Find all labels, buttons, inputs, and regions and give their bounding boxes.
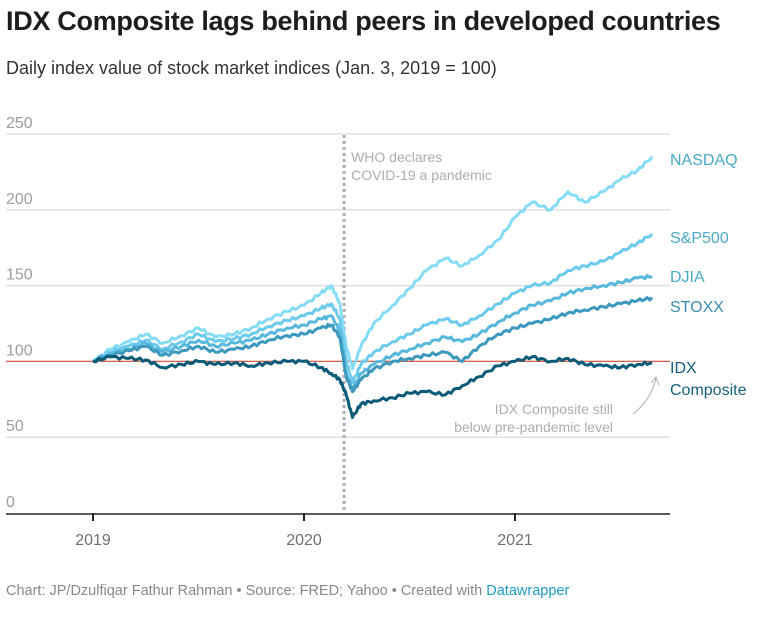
series-labels: NASDAQ S&P500 DJIA STOXX IDX Composite <box>670 152 747 399</box>
who-annotation: WHO declares COVID-19 a pandemic <box>351 149 492 183</box>
x-axis: 2019 2020 2021 <box>6 513 670 549</box>
idx-annotation: IDX Composite still below pre-pandemic le… <box>454 376 660 435</box>
y-tick-label: 100 <box>6 342 33 359</box>
x-tick-label: 2019 <box>75 532 111 549</box>
x-tick-label: 2021 <box>497 532 533 549</box>
y-axis-ticks: 0 50 100 150 200 250 <box>6 115 33 511</box>
chart-subtitle: Daily index value of stock market indice… <box>6 58 497 78</box>
series-label: NASDAQ <box>670 152 738 169</box>
who-annotation-text: WHO declares <box>351 149 442 165</box>
series-line-idx-composite <box>92 354 653 419</box>
series-line-djia <box>92 274 653 391</box>
series-line-stoxx <box>92 296 654 394</box>
y-tick-label: 150 <box>6 267 33 284</box>
y-tick-label: 0 <box>6 494 15 511</box>
footer-credit: Chart: JP/Dzulfiqar Fathur Rahman • Sour… <box>6 583 487 599</box>
chart-title: IDX Composite lags behind peers in devel… <box>6 6 721 36</box>
datawrapper-link[interactable]: Datawrapper <box>486 583 570 599</box>
annotation-arrow-icon <box>632 377 657 415</box>
x-tick-label: 2020 <box>286 532 322 549</box>
y-tick-label: 200 <box>6 191 33 208</box>
series-label: Composite <box>670 382 747 399</box>
series-label: S&P500 <box>670 230 729 247</box>
series-label: IDX <box>670 360 697 377</box>
y-tick-label: 250 <box>6 115 33 132</box>
annotation-arrowhead-icon <box>650 376 660 386</box>
series-line-nasdaq <box>92 155 654 371</box>
series-lines <box>92 155 654 419</box>
who-annotation-text: COVID-19 a pandemic <box>351 167 492 183</box>
gridlines <box>6 133 670 438</box>
chart-footer: Chart: JP/Dzulfiqar Fathur Rahman • Sour… <box>6 583 569 599</box>
series-label: DJIA <box>670 269 705 286</box>
series-label: STOXX <box>670 299 724 316</box>
idx-annotation-text: below pre-pandemic level <box>454 419 613 435</box>
series-line-s-p500 <box>92 233 654 385</box>
y-tick-label: 50 <box>6 418 24 435</box>
idx-annotation-text: IDX Composite still <box>495 401 613 417</box>
